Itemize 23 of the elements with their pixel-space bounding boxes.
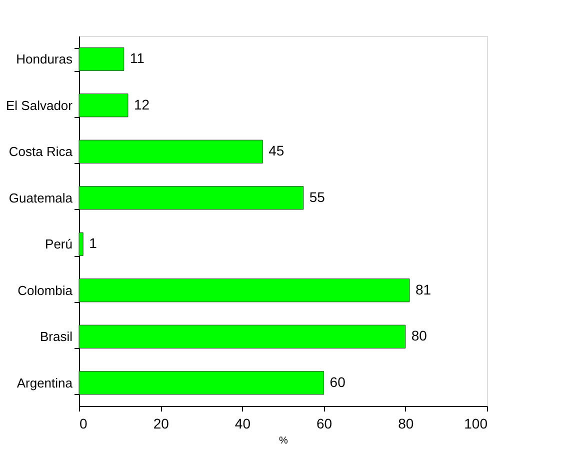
x-tick-label: 80 [398, 416, 414, 432]
data-label: 60 [330, 374, 346, 390]
data-label: 55 [309, 188, 326, 205]
data-label: 80 [411, 328, 428, 344]
y-tick-label: Guatemala [8, 190, 74, 206]
data-label: 12 [134, 96, 150, 112]
y-tick-label: El Salvador [6, 98, 74, 113]
data-label: 81 [415, 281, 432, 298]
x-tick-label: 40 [234, 416, 251, 432]
y-tick-label: Brasil [40, 329, 73, 344]
data-label: 1 [89, 235, 98, 252]
data-label: 11 [130, 50, 145, 66]
y-tick-label: Colombia [18, 282, 74, 298]
x-tick-label: 20 [153, 416, 170, 432]
y-tick-label: Costa Rica [8, 144, 74, 160]
x-axis-title: % [279, 436, 288, 446]
y-tick-label: Argentina [16, 375, 74, 390]
y-tick-label: Perú [45, 236, 72, 252]
x-tick-label: 60 [316, 416, 332, 432]
data-label: 45 [268, 142, 284, 159]
x-tick-label: 100 [464, 416, 488, 432]
y-tick-label: Honduras [16, 52, 73, 67]
x-tick-label: 0 [80, 416, 88, 432]
